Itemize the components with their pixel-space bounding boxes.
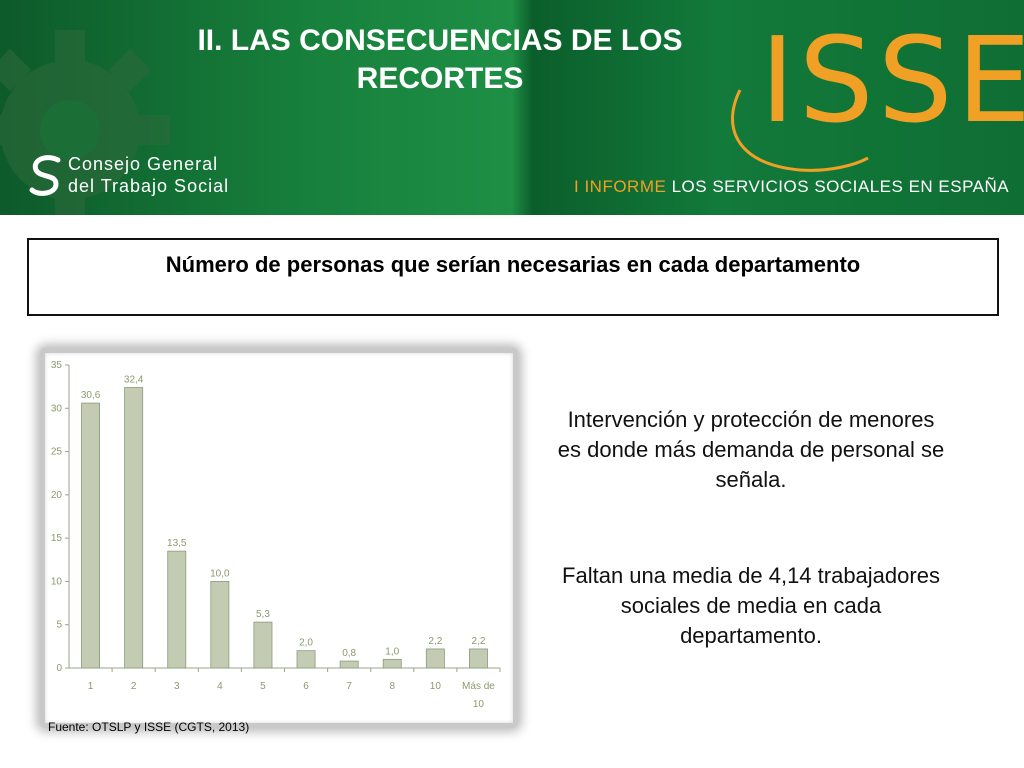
- tagline-accent: I INFORME: [574, 177, 667, 196]
- bar: [167, 550, 187, 669]
- bar: [253, 621, 273, 669]
- x-tick-label: 8: [389, 681, 395, 692]
- chart-frame: 0 5 10 15 20 25 30 35 30,6 1 32,4 2 13,5 3 10,0 4 5,3 5 2,…: [40, 348, 518, 728]
- bar-value-label: 2,2: [428, 636, 442, 647]
- bar-value-label: 32,4: [124, 375, 144, 386]
- note-average: Faltan una media de 4,14 trabajadores so…: [562, 563, 940, 648]
- isse-arc-icon: [731, 89, 869, 172]
- bar-value-label: 1,0: [385, 646, 399, 657]
- cgts-logo: Consejo General del Trabajo Social: [28, 152, 248, 202]
- bar: [468, 648, 488, 669]
- x-tick-label: 4: [217, 681, 223, 692]
- bar-value-label: 2,2: [471, 636, 485, 647]
- y-tick-label: 0: [56, 663, 62, 674]
- bar-value-label: 2,0: [299, 638, 313, 649]
- x-tick-label: 3: [174, 681, 180, 692]
- bar: [124, 387, 144, 669]
- bar-value-label: 5,3: [256, 609, 270, 620]
- bar: [210, 581, 230, 669]
- x-tick-label: 10: [430, 681, 442, 692]
- bar-value-label: 10,0: [210, 568, 230, 579]
- x-tick-label: 2: [131, 681, 137, 692]
- bar: [339, 660, 359, 669]
- org-line1: Consejo General: [68, 154, 219, 174]
- bar: [425, 648, 445, 669]
- y-tick-label: 10: [51, 576, 63, 587]
- bar-chart: 0 5 10 15 20 25 30 35 30,6 1 32,4 2 13,5 3 10,0 4 5,3 5 2,…: [51, 360, 501, 710]
- cgts-s-icon: [29, 155, 61, 196]
- note-demand: Intervención y protección de menores es …: [557, 407, 945, 492]
- report-tagline: I INFORME LOS SERVICIOS SOCIALES EN ESPA…: [574, 177, 1009, 197]
- tagline-rest: LOS SERVICIOS SOCIALES EN ESPAÑA: [671, 177, 1010, 196]
- org-line2: del Trabajo Social: [68, 176, 230, 196]
- x-tick-label: 1: [88, 681, 94, 692]
- y-tick-label: 35: [51, 360, 63, 371]
- x-tick-label-cont: 10: [473, 699, 485, 710]
- slide-subtitle: Número de personas que serían necesarias…: [165, 252, 861, 277]
- slide-title: II. LAS CONSECUENCIAS DE LOS RECORTES: [197, 24, 683, 95]
- bar: [296, 650, 316, 669]
- bar: [81, 402, 101, 669]
- isse-logo: ISSE: [760, 11, 1024, 149]
- x-tick-label: 6: [303, 681, 309, 692]
- bar: [382, 658, 402, 669]
- y-tick-label: 25: [51, 447, 63, 458]
- x-tick-label: 5: [260, 681, 266, 692]
- source-citation: Fuente: OTSLP y ISSE (CGTS, 2013): [48, 720, 250, 734]
- header-banner: II. LAS CONSECUENCIAS DE LOS RECORTES Co…: [0, 0, 1024, 215]
- y-tick-label: 20: [51, 490, 63, 501]
- y-tick-label: 15: [51, 533, 63, 544]
- subtitle-box: Número de personas que serían necesarias…: [27, 238, 999, 316]
- x-tick-label: Más de: [462, 681, 495, 692]
- bar-value-label: 30,6: [81, 390, 101, 401]
- x-tick-label: 7: [346, 681, 352, 692]
- bar-value-label: 0,8: [342, 648, 356, 659]
- bar-value-label: 13,5: [167, 538, 187, 549]
- y-tick-label: 5: [56, 620, 62, 631]
- y-tick-label: 30: [51, 403, 63, 414]
